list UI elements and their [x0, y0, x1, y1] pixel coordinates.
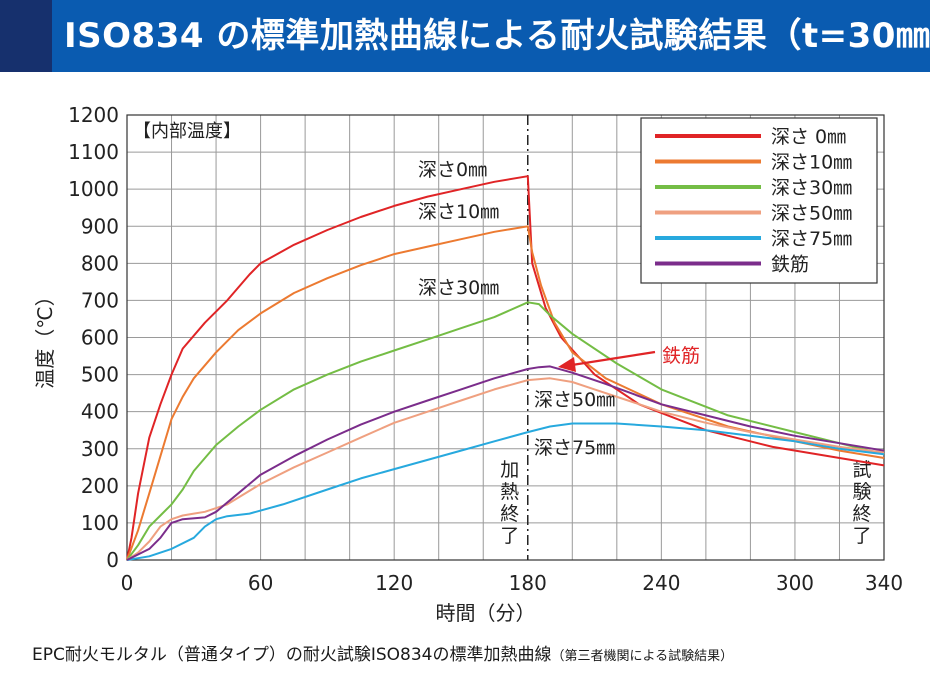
x-tick-label: 120 — [375, 571, 413, 595]
plot-frame — [126, 114, 885, 561]
y-tick-label: 100 — [81, 511, 119, 535]
curve-label: 深さ0㎜ — [418, 159, 487, 181]
annotation-arrow-shaft — [571, 350, 656, 367]
legend-label: 深さ50㎜ — [771, 203, 852, 225]
curve-label: 深さ10㎜ — [418, 201, 499, 223]
y-tick-label: 1200 — [68, 103, 119, 127]
banner-accent-strip — [0, 0, 52, 72]
inner-temperature-label: 【内部温度】 — [133, 121, 241, 142]
y-tick-label: 1000 — [68, 177, 119, 201]
caption-main: EPC耐火モルタル（普通タイプ）の耐火試験ISO834の標準加熱曲線 — [32, 645, 552, 665]
marker-char: 終 — [500, 503, 519, 525]
x-tick-label: 60 — [248, 571, 273, 595]
x-tick-label: 180 — [509, 571, 547, 595]
y-tick-label: 900 — [81, 214, 119, 238]
legend-label: 深さ75㎜ — [771, 228, 852, 250]
y-tick-label: 800 — [81, 251, 119, 275]
x-tick-label: 300 — [776, 571, 814, 595]
series-line — [126, 422, 885, 561]
x-tick-label: 340 — [865, 571, 903, 595]
y-tick-label: 300 — [81, 437, 119, 461]
marker-char: 熱 — [500, 481, 519, 503]
y-tick-label: 0 — [106, 548, 119, 572]
x-axis-label: 時間（分） — [436, 601, 536, 625]
marker-char: 終 — [852, 503, 871, 525]
marker-char: 加 — [500, 459, 519, 481]
caption-note: （第三者機関による試験結果） — [551, 649, 734, 664]
chart-caption: EPC耐火モルタル（普通タイプ）の耐火試験ISO834の標準加熱曲線（第三者機関… — [32, 640, 733, 670]
series-lines — [126, 175, 885, 561]
curve-label: 深さ75㎜ — [534, 437, 615, 459]
page-title: ISO834 の標準加熱曲線による耐火試験結果（t=30㎜） — [64, 16, 930, 56]
series-line — [126, 175, 885, 561]
marker-char: 試 — [852, 459, 871, 481]
marker-char: 了 — [500, 525, 519, 547]
curve-label: 深さ50㎜ — [534, 389, 615, 411]
series-line — [126, 377, 885, 561]
marker-char: 了 — [852, 525, 871, 547]
y-tick-label: 700 — [81, 288, 119, 312]
annotation-arrow-head — [558, 357, 576, 372]
curve-label: 深さ30㎜ — [418, 277, 499, 299]
marker-char: 験 — [852, 481, 871, 503]
y-tick-label: 1100 — [68, 140, 119, 164]
series-line — [126, 225, 885, 561]
legend-label: 深さ10㎜ — [771, 152, 852, 174]
fire-test-line-chart: 0100200300400500600700800900100011001200… — [33, 103, 903, 625]
y-tick-label: 400 — [81, 400, 119, 424]
legend-label: 鉄筋 — [771, 254, 809, 276]
y-axis-label: 温度（℃） — [33, 286, 57, 388]
y-tick-label: 200 — [81, 474, 119, 498]
y-tick-label: 600 — [81, 326, 119, 350]
x-tick-label: 240 — [642, 571, 680, 595]
x-tick-label: 0 — [121, 571, 134, 595]
legend-label: 深さ30㎜ — [771, 177, 852, 199]
legend-label: 深さ 0㎜ — [771, 126, 846, 148]
legend-box — [640, 117, 878, 284]
series-line — [126, 365, 885, 561]
title-banner: ISO834 の標準加熱曲線による耐火試験結果（t=30㎜） — [0, 0, 930, 72]
y-tick-label: 500 — [81, 363, 119, 387]
series-line — [126, 301, 885, 561]
curve-label: 鉄筋 — [662, 345, 700, 367]
